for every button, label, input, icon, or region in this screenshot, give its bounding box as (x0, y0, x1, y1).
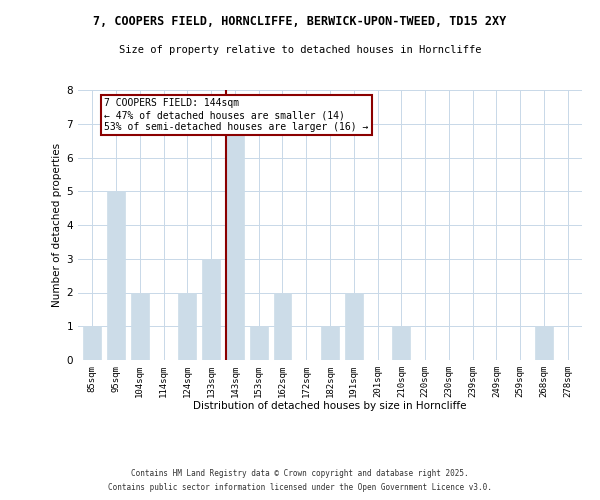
Text: Size of property relative to detached houses in Horncliffe: Size of property relative to detached ho… (119, 45, 481, 55)
Text: Contains HM Land Registry data © Crown copyright and database right 2025.: Contains HM Land Registry data © Crown c… (131, 468, 469, 477)
Bar (226, 124, 244, 360)
Bar (392, 326, 410, 360)
Text: 7, COOPERS FIELD, HORNCLIFFE, BERWICK-UPON-TWEED, TD15 2XY: 7, COOPERS FIELD, HORNCLIFFE, BERWICK-UP… (94, 15, 506, 28)
Text: Contains public sector information licensed under the Open Government Licence v3: Contains public sector information licen… (108, 484, 492, 492)
Text: 7 COOPERS FIELD: 144sqm
← 47% of detached houses are smaller (14)
53% of semi-de: 7 COOPERS FIELD: 144sqm ← 47% of detache… (104, 98, 368, 132)
Bar (83, 326, 101, 360)
Bar (535, 326, 553, 360)
X-axis label: Distribution of detached houses by size in Horncliffe: Distribution of detached houses by size … (193, 402, 467, 411)
Bar (107, 191, 125, 360)
Bar (178, 292, 196, 360)
Bar (131, 292, 149, 360)
Y-axis label: Number of detached properties: Number of detached properties (52, 143, 62, 307)
Bar (321, 326, 339, 360)
Bar (250, 326, 268, 360)
Bar (274, 292, 292, 360)
Bar (202, 259, 220, 360)
Bar (345, 292, 362, 360)
